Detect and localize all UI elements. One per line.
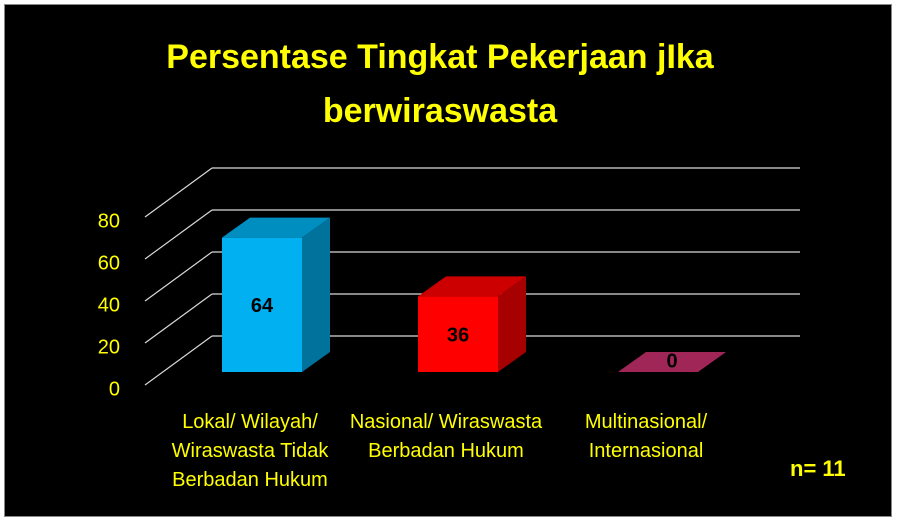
y-tick-label: 40	[98, 294, 120, 316]
bar-side	[498, 276, 526, 372]
bar-side	[302, 217, 330, 372]
bar	[418, 276, 526, 372]
x-tick-label: Nasional/ Wiraswasta Berbadan Hukum	[349, 411, 543, 462]
y-tick-label: 60	[98, 252, 120, 274]
bar	[222, 217, 330, 372]
y-tick-label: 20	[98, 336, 120, 358]
bar	[618, 352, 726, 372]
x-tick-label: Multinasional/ Internasional	[584, 411, 708, 462]
data-label: 64	[251, 295, 274, 317]
chart-background	[4, 4, 892, 517]
bar-top	[222, 217, 330, 238]
grid-line-side	[144, 335, 213, 386]
grid-line-side	[144, 251, 213, 302]
y-tick-label: 0	[109, 378, 120, 400]
bar-top	[618, 352, 726, 372]
grid-line-side	[144, 209, 213, 260]
x-tick-label: Lokal/ Wilayah/ Wiraswasta Tidak Berbada…	[171, 411, 329, 491]
data-label: 36	[447, 324, 469, 346]
y-tick-label: 80	[98, 210, 120, 232]
bar-front	[222, 237, 302, 372]
grid-line-side	[144, 293, 213, 344]
chart-title: Persentase Tingkat Pekerjaan jIka berwir…	[166, 38, 714, 130]
annotation: n= 11	[790, 456, 846, 481]
grid-line-side	[144, 167, 213, 218]
data-label: 0	[666, 350, 677, 372]
bar-front	[418, 296, 498, 372]
bar-top	[418, 276, 526, 297]
